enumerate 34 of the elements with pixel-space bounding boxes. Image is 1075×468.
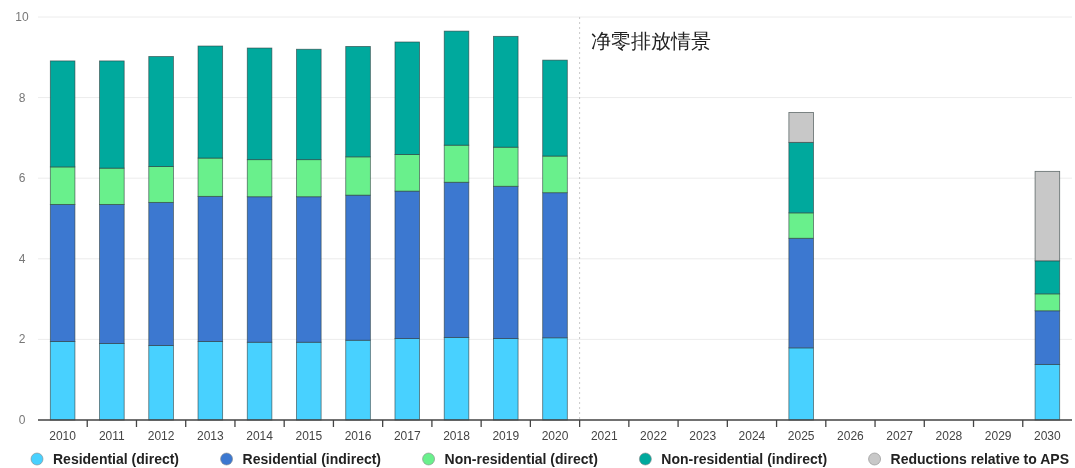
x-tick-label: 2025 — [787, 429, 815, 443]
x-tick-label: 2013 — [196, 429, 224, 443]
x-tick-label: 2012 — [147, 429, 175, 443]
x-tick-label: 2021 — [590, 429, 618, 443]
x-tick-label: 2026 — [837, 429, 865, 443]
x-tick-label: 2010 — [49, 429, 77, 443]
x-tick-label: 2020 — [541, 429, 569, 443]
legend-label: Reductions relative to APS — [890, 451, 1069, 467]
ref-line: 净零排放情景 — [579, 16, 711, 421]
legend-label: Residential (indirect) — [242, 451, 382, 467]
y-tick-label: 8 — [18, 90, 26, 105]
x-tick-label: 2030 — [1034, 429, 1062, 443]
y-tick-label: 10 — [15, 10, 29, 24]
x-tick-label: 2011 — [98, 429, 126, 443]
x-tick-label: 2014 — [246, 429, 274, 443]
x-tick-label: 2027 — [886, 429, 914, 443]
x-tick-label: 2023 — [689, 429, 717, 443]
y-tick-label: 2 — [18, 332, 26, 347]
y-tick-label: 4 — [18, 251, 26, 266]
x-tick-label: 2018 — [443, 429, 471, 443]
x-tick-label: 2024 — [738, 429, 766, 443]
x-tick-label: 2015 — [295, 429, 323, 443]
legend-label: Residential (direct) — [53, 451, 180, 467]
x-tick-label: 2029 — [984, 429, 1012, 443]
y-tick-label: 0 — [18, 413, 26, 427]
x-tick-label: 2017 — [393, 429, 421, 443]
x-tick-label: 2022 — [640, 429, 668, 443]
x-tick-label: 2019 — [492, 429, 520, 443]
legend-label: Non-residential (direct) — [444, 451, 598, 467]
ref-line-label: 净零排放情景 — [590, 30, 711, 52]
x-tick-label: 2016 — [344, 429, 372, 443]
legend-label: Non-residential (indirect) — [661, 451, 828, 467]
x-tick-label: 2028 — [935, 429, 963, 443]
y-tick-label: 6 — [18, 171, 26, 186]
